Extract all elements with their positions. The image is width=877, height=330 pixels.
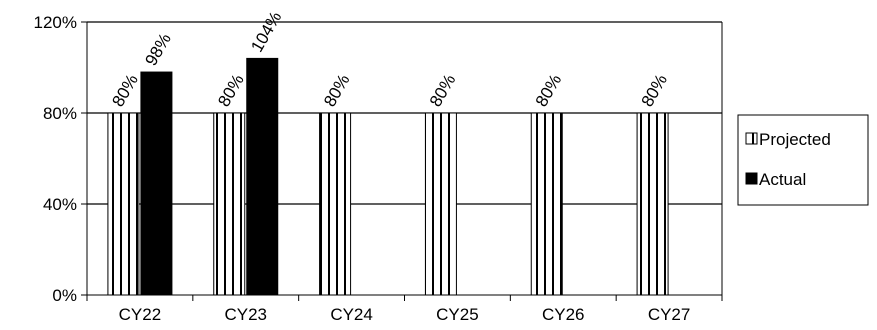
bar-actual-cy23	[247, 58, 278, 295]
data-label-projected-cy23: 80%	[214, 71, 247, 110]
data-label-actual-cy22: 98%	[141, 30, 174, 69]
x-tick-label: CY22	[119, 305, 162, 324]
data-label-projected-cy27: 80%	[638, 71, 671, 110]
y-tick-label: 120%	[34, 13, 77, 32]
bar-projected-cy26	[531, 113, 562, 295]
bar-projected-cy25	[425, 113, 456, 295]
gridlines	[87, 22, 722, 204]
data-labels: 80%98%80%104%80% 80% 80% 80%	[108, 8, 671, 110]
y-tick-label: 0%	[52, 286, 77, 305]
legend: Projected Actual	[738, 115, 868, 205]
data-label-projected-cy24: 80%	[320, 71, 353, 110]
x-tick-label: CY27	[648, 305, 691, 324]
legend-swatch-projected	[746, 133, 757, 144]
legend-label-actual: Actual	[759, 170, 806, 189]
data-label-actual-cy23: 104%	[247, 8, 285, 55]
data-label-projected-cy26: 80%	[532, 71, 565, 110]
bar-projected-cy22	[108, 113, 139, 295]
y-tick-label: 80%	[43, 104, 77, 123]
data-label-projected-cy22: 80%	[108, 71, 141, 110]
bar-projected-cy24	[320, 113, 351, 295]
x-tick-label: CY26	[542, 305, 585, 324]
bar-projected-cy23	[214, 113, 245, 295]
data-label-projected-cy25: 80%	[426, 71, 459, 110]
legend-box	[738, 115, 868, 205]
bar-actual-cy22	[141, 72, 172, 295]
bar-projected-cy27	[637, 113, 668, 295]
legend-swatch-actual	[746, 173, 757, 184]
x-tick-label: CY24	[330, 305, 373, 324]
bars	[108, 58, 668, 295]
x-tick-label: CY25	[436, 305, 479, 324]
x-tick-label: CY23	[224, 305, 267, 324]
legend-label-projected: Projected	[759, 130, 831, 149]
y-tick-label: 40%	[43, 195, 77, 214]
